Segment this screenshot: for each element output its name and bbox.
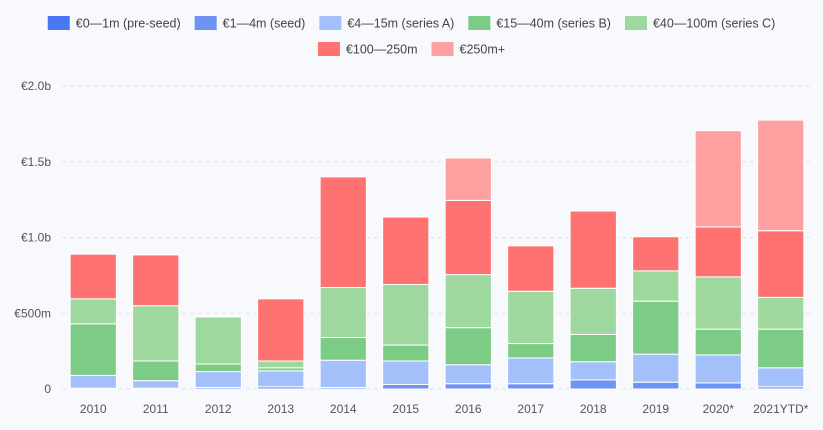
x-tick-label: 2014 xyxy=(330,402,357,416)
legend-swatch[interactable] xyxy=(317,42,340,56)
legend-label[interactable]: €15—40m (series B) xyxy=(496,17,611,31)
y-axis: 0 €500m €1.0b €1.5b €2.0b xyxy=(14,79,51,396)
bar-segment[interactable] xyxy=(507,290,555,345)
x-tick-label: 2016 xyxy=(455,402,482,416)
bar-segment[interactable] xyxy=(569,361,617,381)
x-tick-label: 2018 xyxy=(580,402,607,416)
bar-segment[interactable] xyxy=(132,380,180,389)
bar-segment[interactable] xyxy=(444,364,492,385)
bar-segment[interactable] xyxy=(507,383,555,390)
x-tick-label: 2020* xyxy=(703,402,735,416)
y-tick-label: €2.0b xyxy=(21,79,51,93)
bar-segment[interactable] xyxy=(694,276,742,330)
bar-segment[interactable] xyxy=(694,382,742,390)
legend-swatch[interactable] xyxy=(47,16,70,30)
bar-segment[interactable] xyxy=(444,199,492,276)
bar-segment[interactable] xyxy=(569,333,617,363)
bar-segment[interactable] xyxy=(319,286,367,338)
legend-swatch[interactable] xyxy=(468,16,491,30)
legend-swatch[interactable] xyxy=(624,16,647,30)
bar-segment[interactable] xyxy=(632,300,680,355)
bar-segment[interactable] xyxy=(257,370,305,388)
legend-swatch[interactable] xyxy=(319,16,342,30)
bar-segment[interactable] xyxy=(507,357,555,385)
legend-label[interactable]: €250m+ xyxy=(460,43,506,57)
bar-segment[interactable] xyxy=(69,298,117,325)
legend-label[interactable]: €40—100m (series C) xyxy=(653,17,775,31)
x-tick-label: 2011 xyxy=(143,402,169,416)
legend-label[interactable]: €1—4m (seed) xyxy=(223,17,306,31)
bar-segment[interactable] xyxy=(257,360,305,369)
bar-segment[interactable] xyxy=(319,359,367,388)
bar-segment[interactable] xyxy=(569,210,617,289)
bar-segment[interactable] xyxy=(257,298,305,362)
bar-segment[interactable] xyxy=(757,119,805,232)
bar-segment[interactable] xyxy=(757,230,805,298)
bar-segment[interactable] xyxy=(632,353,680,383)
bar-segment[interactable] xyxy=(507,245,555,292)
bar-segment[interactable] xyxy=(694,226,742,278)
x-tick-label: 2017 xyxy=(517,402,544,416)
bar-segment[interactable] xyxy=(382,360,430,385)
bar-segment[interactable] xyxy=(319,176,367,288)
bar-segment[interactable] xyxy=(694,354,742,384)
bar-segment[interactable] xyxy=(132,305,180,362)
bar-segment[interactable] xyxy=(694,130,742,228)
x-tick-label: 2015 xyxy=(392,402,419,416)
x-tick-label: 2013 xyxy=(267,402,294,416)
bar-segment[interactable] xyxy=(69,374,117,389)
legend-swatch[interactable] xyxy=(431,42,454,56)
y-tick-label: 0 xyxy=(44,382,51,396)
bar-segment[interactable] xyxy=(757,328,805,369)
bar-segment[interactable] xyxy=(444,383,492,390)
bar-segment[interactable] xyxy=(382,283,430,346)
gridlines xyxy=(62,85,812,390)
bar-segment[interactable] xyxy=(382,344,430,362)
x-tick-label: 2021YTD* xyxy=(753,402,809,416)
legend: €0—1m (pre-seed) €1—4m (seed) €4—15m (seri… xyxy=(47,16,775,57)
x-axis: 2010 2011 2012 2013 2014 2015 2016 2017 2018 2019… xyxy=(80,402,809,416)
legend-label[interactable]: €0—1m (pre-seed) xyxy=(76,17,181,31)
bar-segment[interactable] xyxy=(569,379,617,390)
x-tick-label: 2010 xyxy=(80,402,107,416)
bar-segment[interactable] xyxy=(444,274,492,329)
legend-label[interactable]: €100—250m xyxy=(346,43,418,57)
bar-segment[interactable] xyxy=(132,360,180,382)
bar-segment[interactable] xyxy=(132,254,180,307)
bar-segment[interactable] xyxy=(69,323,117,376)
x-tick-label: 2019 xyxy=(642,402,669,416)
bar-segment[interactable] xyxy=(632,270,680,302)
bar-segment[interactable] xyxy=(569,287,617,335)
bar-segment[interactable] xyxy=(694,328,742,356)
bar-segment[interactable] xyxy=(444,327,492,366)
y-tick-label: €1.5b xyxy=(21,155,51,169)
bar-segment[interactable] xyxy=(194,363,242,373)
bar-segment[interactable] xyxy=(194,371,242,388)
bar-segment[interactable] xyxy=(632,236,680,272)
bars xyxy=(69,119,805,390)
x-tick-label: 2012 xyxy=(205,402,232,416)
bar-segment[interactable] xyxy=(194,316,242,365)
bar-segment[interactable] xyxy=(382,216,430,285)
bar-segment[interactable] xyxy=(757,367,805,388)
bar-segment[interactable] xyxy=(632,381,680,390)
legend-swatch[interactable] xyxy=(194,16,217,30)
bar-segment[interactable] xyxy=(444,157,492,201)
y-tick-label: €500m xyxy=(14,306,51,320)
y-tick-label: €1.0b xyxy=(21,231,51,245)
bar-segment[interactable] xyxy=(507,343,555,359)
bar-segment[interactable] xyxy=(69,253,117,300)
bar-segment[interactable] xyxy=(382,383,430,390)
bar-segment[interactable] xyxy=(319,336,367,361)
legend-label[interactable]: €4—15m (series A) xyxy=(347,17,454,31)
bar-segment[interactable] xyxy=(757,296,805,330)
